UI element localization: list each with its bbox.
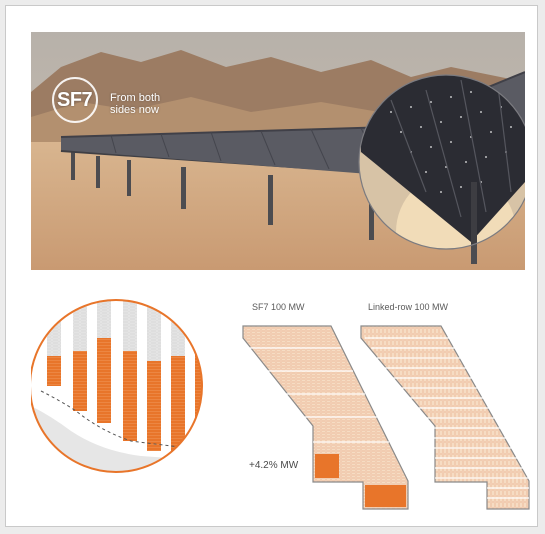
layout-comparison-diagram: SF7 100 MW Linked-row 100 MW +4.2% MW	[29, 286, 531, 516]
solar-tracker-photo: SF7 From both sides now	[31, 32, 525, 270]
sf7-layout	[242, 325, 409, 510]
capacity-gain-label: +4.2% MW	[249, 460, 299, 471]
sf7-logo: SF7	[57, 89, 93, 111]
zoom-detail	[31, 300, 202, 472]
sf7-layout-label: SF7 100 MW	[252, 302, 305, 312]
logo-tagline-line1: From both	[110, 92, 161, 104]
linked-row-layout	[360, 325, 530, 510]
logo-tagline-line2: sides now	[110, 104, 159, 116]
linked-row-layout-label: Linked-row 100 MW	[368, 302, 449, 312]
figure-frame: SF7 From both sides now	[5, 5, 538, 527]
